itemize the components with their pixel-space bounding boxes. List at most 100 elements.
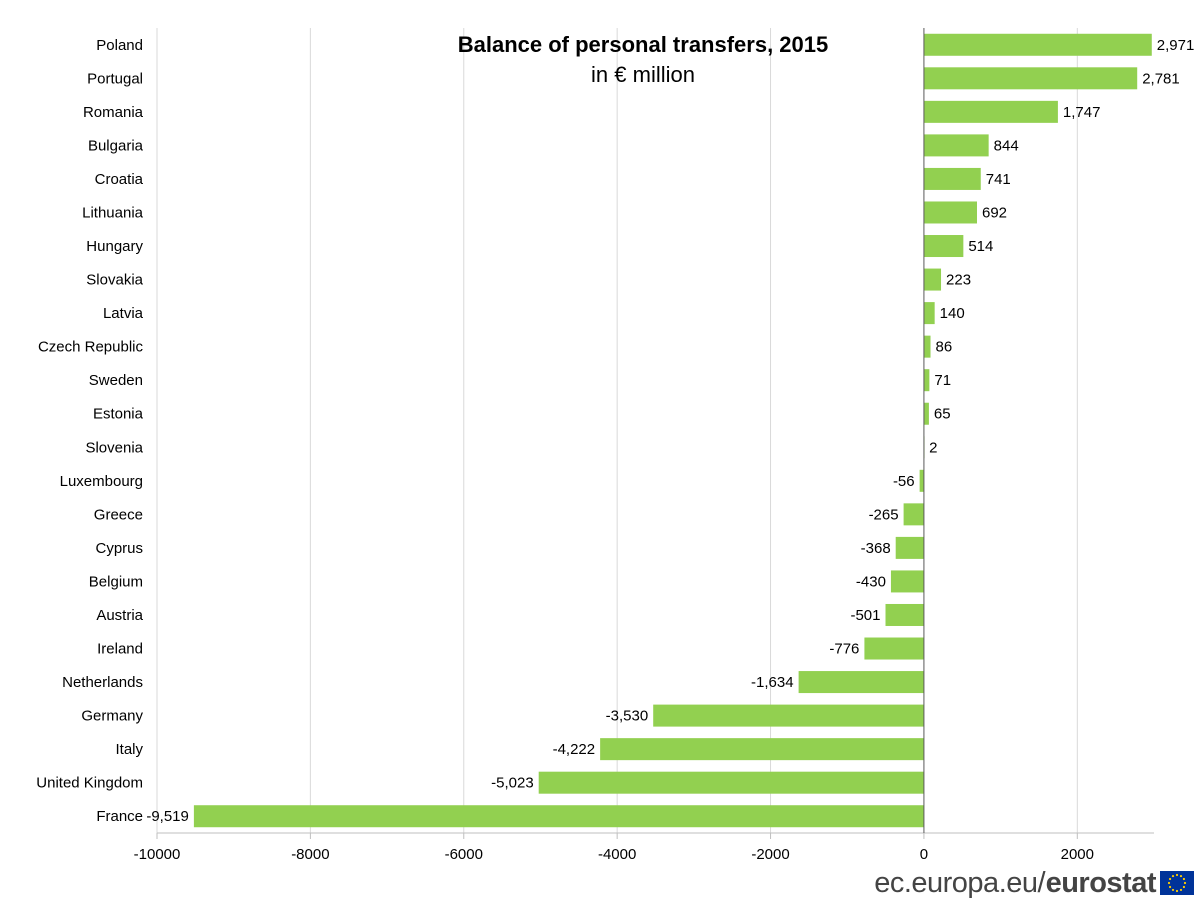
category-labels: Poland Portugal Romania Bulgaria Croatia Lith…	[36, 37, 143, 825]
bar	[923, 302, 935, 325]
category-label: Belgium	[89, 573, 143, 590]
bar	[923, 134, 989, 157]
x-tick-label: -8000	[291, 846, 329, 863]
value-label: 2,971	[1157, 37, 1195, 54]
flag-star	[1171, 874, 1175, 878]
value-label: 844	[994, 137, 1019, 154]
value-label: -776	[829, 641, 859, 658]
category-label: Hungary	[86, 238, 143, 255]
value-label: 71	[934, 372, 951, 389]
bar	[923, 67, 1138, 90]
category-label: Romania	[83, 104, 144, 121]
flag-star	[1168, 885, 1172, 889]
flag-star	[1182, 877, 1186, 881]
value-label: 223	[946, 272, 971, 289]
x-tick-label: -10000	[134, 846, 181, 863]
value-label: -5,023	[491, 775, 534, 792]
value-label: 741	[986, 171, 1011, 188]
category-label: Sweden	[89, 372, 143, 389]
flag-star	[1171, 888, 1175, 892]
x-tick-label: 0	[920, 846, 928, 863]
x-tick-label: -4000	[598, 846, 636, 863]
bar	[864, 637, 924, 660]
footer-site: ec.europa.eu	[874, 866, 1038, 899]
value-label: 65	[934, 406, 951, 423]
value-label: -9,519	[146, 808, 189, 825]
bar	[923, 369, 930, 392]
footer-slash: /	[1037, 866, 1046, 899]
bar	[193, 805, 924, 828]
bar	[923, 268, 942, 291]
value-label: 140	[940, 305, 965, 322]
flag-star	[1179, 874, 1183, 878]
category-label: Portugal	[87, 70, 143, 87]
category-label: Bulgaria	[88, 137, 144, 154]
category-label: Luxembourg	[60, 473, 143, 490]
value-label: -1,634	[751, 674, 794, 691]
chart-subtitle: in € million	[591, 62, 695, 87]
bar	[885, 603, 924, 626]
bar	[890, 570, 924, 593]
bar	[903, 503, 924, 526]
category-label: Croatia	[95, 171, 144, 188]
category-label: Poland	[96, 37, 143, 54]
bar	[923, 402, 929, 425]
value-label: -4,222	[553, 741, 596, 758]
value-label: -265	[869, 506, 899, 523]
category-label: Slovakia	[86, 272, 143, 289]
x-tick-label: -2000	[751, 846, 789, 863]
value-labels: 2,971 2,781 1,747 844 741 692 514 223 140 86 71 65 2…	[146, 37, 1194, 825]
value-label: 692	[982, 204, 1007, 221]
category-label: Estonia	[93, 406, 144, 423]
flag-star	[1183, 881, 1187, 885]
flag-star	[1168, 877, 1172, 881]
x-tick-labels: -10000 -8000 -6000 -4000 -2000 0 2000	[134, 833, 1094, 863]
category-label: Austria	[96, 607, 143, 624]
category-label: United Kingdom	[36, 775, 143, 792]
bar	[538, 771, 924, 794]
flag-star	[1179, 888, 1183, 892]
bar	[600, 738, 924, 761]
bar	[923, 33, 1152, 56]
bar	[653, 704, 924, 727]
category-label: Ireland	[97, 641, 143, 658]
bar	[923, 235, 964, 258]
category-label: Slovenia	[85, 439, 143, 456]
chart-title: Balance of personal transfers, 2015	[457, 32, 829, 57]
bar	[923, 100, 1058, 123]
category-label: France	[96, 808, 143, 825]
bar	[923, 335, 931, 358]
value-label: -56	[893, 473, 915, 490]
flag-star	[1167, 881, 1171, 885]
value-label: 514	[968, 238, 993, 255]
bar	[923, 167, 981, 190]
category-label: Germany	[81, 708, 143, 725]
value-label: 1,747	[1063, 104, 1101, 121]
category-label: Italy	[115, 741, 143, 758]
gridlines	[156, 28, 1078, 833]
value-label: 2,781	[1142, 70, 1180, 87]
eu-flag-icon	[1160, 871, 1194, 895]
category-label: Czech Republic	[38, 339, 144, 356]
value-label: -368	[861, 540, 891, 557]
category-label: Cyprus	[95, 540, 143, 557]
flag-star	[1175, 889, 1179, 893]
flag-star	[1182, 885, 1186, 889]
bars	[193, 33, 1152, 828]
category-label: Lithuania	[82, 204, 144, 221]
category-label: Netherlands	[62, 674, 143, 691]
category-label: Greece	[94, 506, 143, 523]
x-tick-label: 2000	[1061, 846, 1094, 863]
value-label: 2	[929, 439, 937, 456]
value-label: -501	[850, 607, 880, 624]
value-label: -430	[856, 573, 886, 590]
title-block: Balance of personal transfers, 2015 in €…	[443, 32, 843, 88]
bar	[895, 536, 924, 559]
value-label: 86	[936, 339, 953, 356]
bar	[798, 671, 924, 694]
x-tick-label: -6000	[445, 846, 483, 863]
zero-axis	[157, 28, 1154, 834]
bar	[919, 469, 924, 492]
footer-brand: eurostat	[1045, 866, 1157, 899]
